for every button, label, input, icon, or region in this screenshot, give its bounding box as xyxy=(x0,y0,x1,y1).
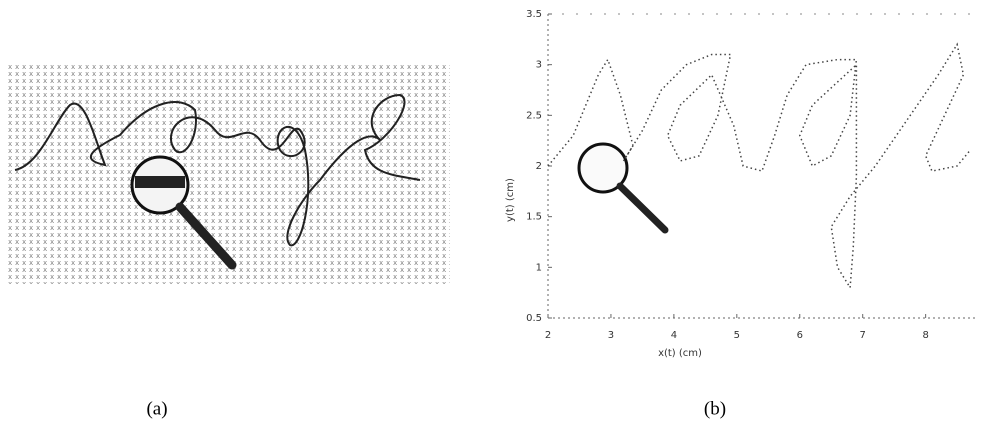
x-tick-label: 5 xyxy=(734,330,740,341)
y-tick-label: 2.5 xyxy=(526,110,542,121)
caption: (a) xyxy=(146,398,167,419)
x-axis-label: x(t) (cm) xyxy=(658,348,702,359)
x-tick-label: 3 xyxy=(608,330,614,341)
magnifier-handle xyxy=(620,186,665,230)
y-tick-label: 2 xyxy=(536,161,542,172)
lens-band xyxy=(135,176,185,188)
y-tick-label: 0.5 xyxy=(526,313,542,324)
y-axis-label: y(t) (cm) xyxy=(505,178,516,222)
panel-a: (a) xyxy=(8,62,450,419)
caption: (b) xyxy=(704,398,726,419)
x-tick-label: 2 xyxy=(545,330,551,341)
x-tick-label: 6 xyxy=(797,330,803,341)
y-tick-label: 1 xyxy=(536,262,542,273)
figure: x (a) x(t) (cm) y(t) (cm) (b) 23456780.5… xyxy=(0,0,983,421)
y-tick-label: 3 xyxy=(536,60,542,71)
panel-b: x(t) (cm) y(t) (cm) (b) xyxy=(505,14,976,419)
x-tick-label: 7 xyxy=(860,330,866,341)
page: x (a) x(t) (cm) y(t) (cm) (b) 23456780.5… xyxy=(0,0,983,421)
y-tick-label: 3.5 xyxy=(526,9,542,20)
x-tick-label: 8 xyxy=(922,330,928,341)
y-tick-label: 1.5 xyxy=(526,212,542,223)
x-tick-label: 4 xyxy=(671,330,677,341)
